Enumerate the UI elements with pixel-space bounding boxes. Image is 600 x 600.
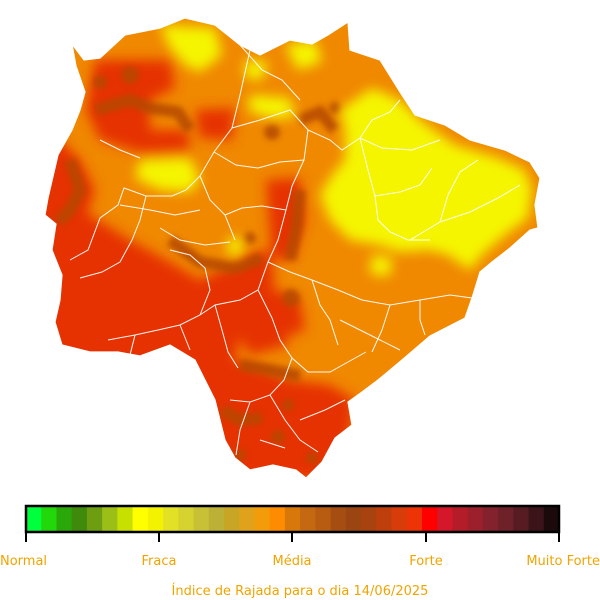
- legend-swatch: [391, 506, 408, 532]
- legend-swatch: [41, 506, 58, 532]
- state-outline: [44, 17, 541, 479]
- map-caption: Índice de Rajada para o dia 14/06/2025: [171, 584, 429, 599]
- legend-swatch: [193, 506, 210, 532]
- legend-swatch: [421, 506, 438, 532]
- legend-swatch: [269, 506, 286, 532]
- legend-swatch: [26, 506, 42, 532]
- legend-swatch: [223, 506, 240, 532]
- legend-swatch: [56, 506, 73, 532]
- legend-ticks: [25, 532, 560, 542]
- legend-swatch: [376, 506, 393, 532]
- legend-swatch: [239, 506, 256, 532]
- legend-swatch: [163, 506, 179, 532]
- legend-swatch: [452, 506, 469, 532]
- municipality-borders: [69, 44, 521, 456]
- legend-swatches: [26, 506, 560, 532]
- legend-swatch: [208, 506, 225, 532]
- legend-label-forte: Forte: [409, 554, 443, 569]
- legend-swatch: [102, 506, 118, 532]
- legend-swatch: [300, 506, 316, 532]
- legend-swatch: [498, 506, 514, 532]
- legend-swatch: [71, 506, 88, 532]
- legend-swatch: [178, 506, 195, 532]
- legend-swatch: [482, 506, 499, 532]
- legend-swatch: [254, 506, 271, 532]
- legend-swatch: [528, 506, 545, 532]
- legend-label-normal: Normal: [0, 554, 48, 569]
- legend-swatch: [543, 506, 560, 532]
- legend-label-fraca: Fraca: [141, 554, 177, 569]
- legend-swatch: [406, 506, 423, 532]
- legend-swatch: [284, 506, 301, 532]
- legend-swatch: [345, 506, 362, 532]
- legend-swatch: [437, 506, 453, 532]
- legend-swatch: [315, 506, 332, 532]
- legend-swatch: [330, 506, 347, 532]
- legend-label-media: Média: [272, 554, 312, 569]
- field-fraca: [135, 25, 532, 276]
- legend-swatch: [467, 506, 484, 532]
- field-transition: [53, 93, 340, 427]
- legend-swatch: [361, 506, 377, 532]
- legend-label-muito-forte: Muito Forte: [526, 554, 600, 569]
- legend-swatch: [513, 506, 530, 532]
- legend-swatch: [147, 506, 164, 532]
- legend-swatch: [132, 506, 149, 532]
- legend-swatch: [117, 506, 134, 532]
- legend-swatch: [86, 506, 103, 532]
